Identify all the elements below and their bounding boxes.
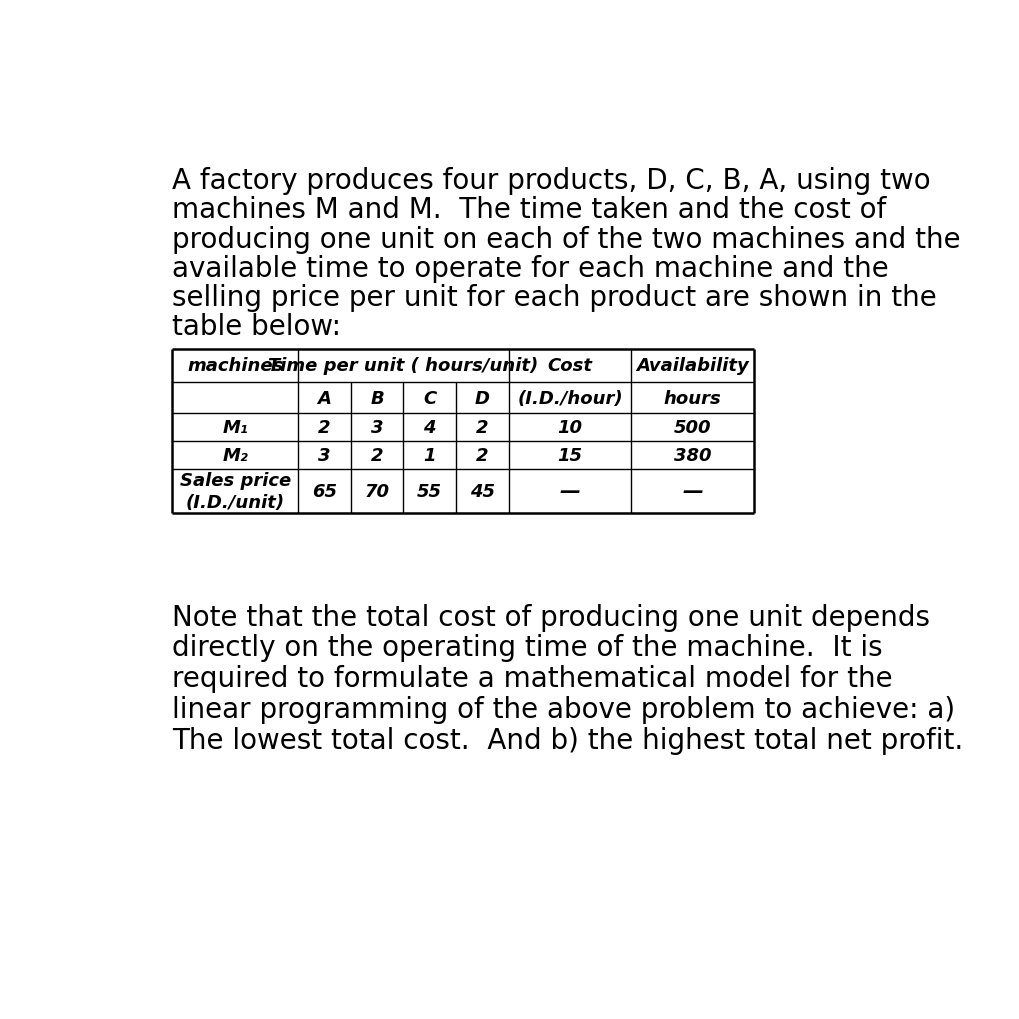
Text: 3: 3: [318, 446, 330, 465]
Text: Note that the total cost of producing one unit depends: Note that the total cost of producing on…: [172, 603, 929, 631]
Text: 2: 2: [371, 446, 383, 465]
Text: linear programming of the above problem to achieve: a): linear programming of the above problem …: [172, 695, 955, 723]
Text: producing one unit on each of the two machines and the: producing one unit on each of the two ma…: [172, 225, 960, 254]
Text: C: C: [423, 389, 436, 408]
Text: Cost: Cost: [547, 357, 592, 375]
Text: M₂: M₂: [222, 446, 248, 465]
Text: 380: 380: [674, 446, 710, 465]
Text: 4: 4: [423, 419, 435, 437]
Text: Time per unit ( hours/unit): Time per unit ( hours/unit): [268, 357, 538, 375]
Text: available time to operate for each machine and the: available time to operate for each machi…: [172, 255, 889, 282]
Text: table below:: table below:: [172, 313, 341, 341]
Text: 45: 45: [470, 483, 494, 500]
Text: 10: 10: [557, 419, 582, 437]
Text: A: A: [317, 389, 331, 408]
Text: A factory produces four products, D, C, B, A, using two: A factory produces four products, D, C, …: [172, 167, 930, 195]
Text: —: —: [682, 482, 702, 501]
Text: selling price per unit for each product are shown in the: selling price per unit for each product …: [172, 284, 936, 312]
Text: The lowest total cost.  And b) the highest total net profit.: The lowest total cost. And b) the highes…: [172, 727, 963, 754]
Text: 2: 2: [318, 419, 330, 437]
Text: directly on the operating time of the machine.  It is: directly on the operating time of the ma…: [172, 634, 882, 661]
Text: D: D: [475, 389, 489, 408]
Text: (I.D./hour): (I.D./hour): [517, 389, 623, 408]
Text: Availability: Availability: [636, 357, 748, 375]
Text: 500: 500: [674, 419, 710, 437]
Text: B: B: [370, 389, 383, 408]
Text: machines: machines: [186, 357, 283, 375]
Text: —: —: [559, 482, 580, 501]
Text: 15: 15: [557, 446, 582, 465]
Text: Sales price
(I.D./unit): Sales price (I.D./unit): [179, 472, 290, 512]
Text: 2: 2: [476, 419, 488, 437]
Text: machines M and M.  The time taken and the cost of: machines M and M. The time taken and the…: [172, 196, 886, 224]
Text: required to formulate a mathematical model for the: required to formulate a mathematical mod…: [172, 664, 893, 693]
Text: M₁: M₁: [222, 419, 248, 437]
Text: 1: 1: [423, 446, 435, 465]
Text: hours: hours: [663, 389, 720, 408]
Text: 55: 55: [417, 483, 442, 500]
Text: 3: 3: [371, 419, 383, 437]
Text: 65: 65: [312, 483, 336, 500]
Text: 70: 70: [364, 483, 389, 500]
Text: 2: 2: [476, 446, 488, 465]
